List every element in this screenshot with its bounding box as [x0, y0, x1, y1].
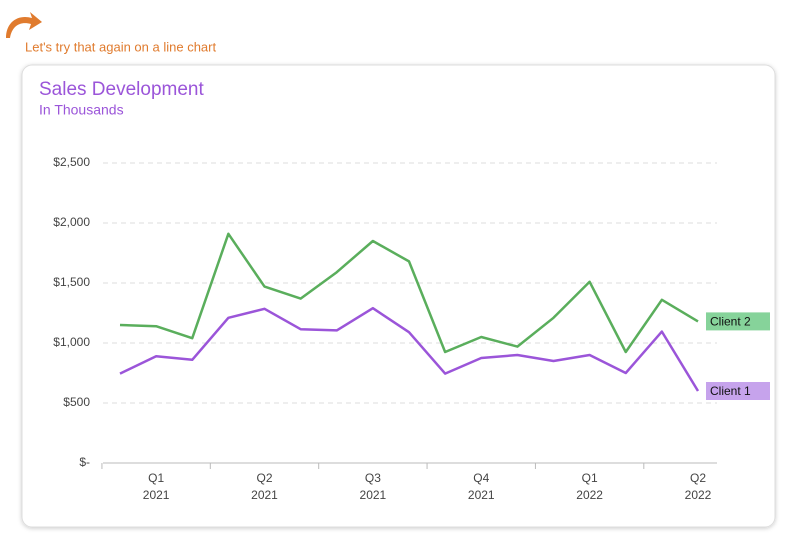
x-tick-label: Q2 2021: [251, 471, 278, 502]
series-label: Client 2: [710, 315, 751, 329]
chart-title: Sales Development: [39, 79, 204, 100]
chart-subtitle: In Thousands: [39, 102, 124, 118]
series-label: Client 1: [710, 384, 751, 398]
annotation: Let's try that again on a line chart: [25, 39, 216, 54]
x-tick-label: Q1 2022: [576, 471, 603, 502]
y-tick-label: $1,500: [53, 275, 90, 289]
x-tick-label: Q2 2022: [685, 471, 712, 502]
chart-card: [21, 64, 776, 528]
series-line: [119, 232, 699, 354]
x-tick-label: Q4 2021: [468, 471, 495, 502]
y-tick-label: $-: [79, 455, 90, 469]
series-label-bg: [706, 382, 770, 400]
x-tick-label: Q3 2021: [360, 471, 387, 502]
y-tick-label: $2,500: [53, 155, 90, 169]
x-tick-label: Q1 2021: [143, 471, 170, 502]
y-tick-label: $2,000: [53, 215, 90, 229]
series-label-bg: [706, 312, 770, 331]
y-tick-label: $500: [63, 395, 90, 409]
y-tick-label: $1,000: [53, 335, 90, 349]
plot: $- $500 $1,000 $1,500 $2,000 $2,500 Q1 2021 Q2 20…: [53, 155, 770, 502]
series-line: [119, 306, 700, 392]
arrow-icon: [6, 12, 42, 38]
